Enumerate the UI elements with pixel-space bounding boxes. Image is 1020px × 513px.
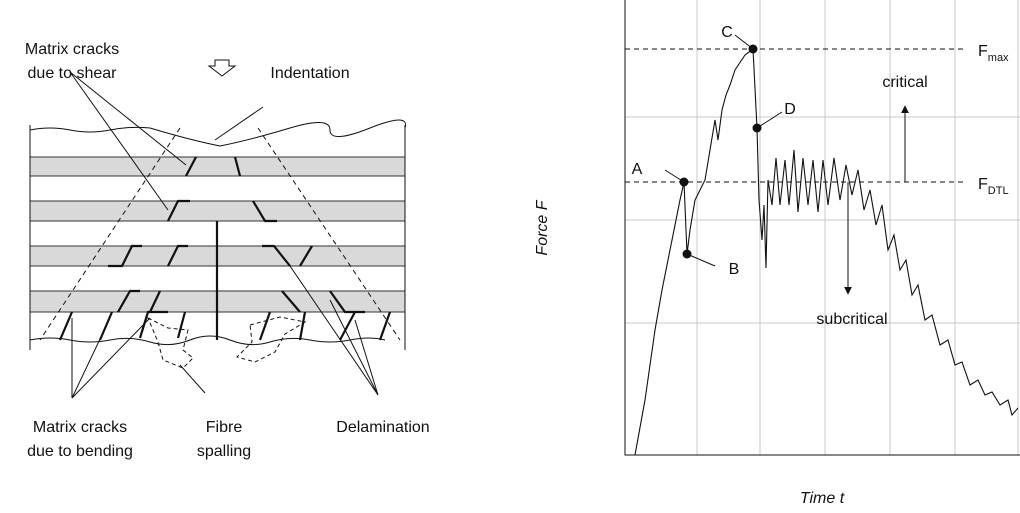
level-label: FDTL xyxy=(978,176,1009,197)
laminate xyxy=(29,59,407,399)
level-base: F xyxy=(978,43,988,60)
level-base: F xyxy=(978,176,988,193)
force-curve xyxy=(634,47,1019,456)
leaders xyxy=(664,34,783,267)
spall xyxy=(147,316,194,369)
label: Indentation xyxy=(270,65,349,82)
load-arrow xyxy=(207,59,237,77)
point-label: C xyxy=(721,24,733,41)
x-axis-label: Time t xyxy=(800,490,845,507)
level-sub: max xyxy=(988,52,1009,64)
label: spalling xyxy=(197,443,251,460)
top-surface xyxy=(29,119,407,147)
y-axis-label: Force F xyxy=(534,199,551,255)
points xyxy=(679,44,762,259)
label: Fibre xyxy=(206,419,243,436)
bottom-surface xyxy=(29,335,386,346)
point-label: B xyxy=(729,261,740,278)
label: Delamination xyxy=(336,419,429,436)
label: due to bending xyxy=(27,443,133,460)
point-label: A xyxy=(632,161,643,178)
ply xyxy=(29,156,406,177)
leaders xyxy=(69,71,379,399)
label: due to shear xyxy=(28,65,118,82)
spall xyxy=(236,316,307,363)
ply xyxy=(29,200,406,222)
grid xyxy=(625,0,1020,455)
level-label: Fmax xyxy=(978,43,1009,64)
label: Matrix cracks xyxy=(33,419,127,436)
label: Matrix cracks xyxy=(25,41,119,58)
level-sub: DTL xyxy=(988,185,1009,197)
cone xyxy=(39,127,401,341)
arrow-label: subcritical xyxy=(816,311,887,328)
force-plot xyxy=(624,0,1020,456)
arrow-label: critical xyxy=(882,74,927,91)
point-label: D xyxy=(784,101,796,118)
axes xyxy=(624,0,1020,456)
